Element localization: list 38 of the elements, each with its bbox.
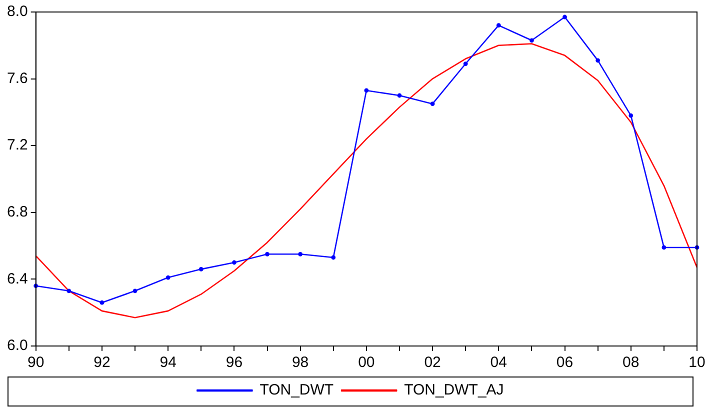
point <box>628 113 634 118</box>
point <box>198 266 204 272</box>
point <box>496 23 501 28</box>
x-tick-label: 94 <box>160 354 176 372</box>
point <box>430 102 435 106</box>
x-tick-label: 10 <box>688 354 706 372</box>
point <box>132 288 138 294</box>
point <box>298 252 303 256</box>
y-tick-label: 8.0 <box>6 3 28 20</box>
point <box>662 245 666 250</box>
y-tick-label: 6.4 <box>6 270 28 288</box>
x-tick-label: 96 <box>226 354 243 372</box>
legend-label: TON_DWT_AJ <box>404 382 504 399</box>
y-tick-label: 7.6 <box>6 70 28 87</box>
y-tick-label: 6.8 <box>6 204 28 221</box>
point <box>364 88 369 93</box>
point <box>463 62 468 66</box>
x-tick-label: 06 <box>556 354 574 372</box>
point <box>166 275 170 280</box>
x-tick-label: 02 <box>424 354 441 372</box>
point <box>265 252 270 256</box>
point <box>66 288 72 294</box>
point <box>562 14 567 20</box>
point <box>331 255 336 260</box>
legend-label: TON_DWT <box>260 382 334 399</box>
y-tick-label: 6.0 <box>6 337 28 354</box>
x-tick-label: 98 <box>292 354 309 372</box>
x-tick-label: 00 <box>358 354 375 372</box>
y-tick-label: 7.2 <box>6 136 28 154</box>
point <box>596 58 600 63</box>
point <box>530 38 534 43</box>
point <box>232 260 236 265</box>
x-tick-label: 04 <box>490 354 507 372</box>
point <box>100 300 104 305</box>
x-tick-label: 90 <box>28 354 44 372</box>
x-tick-label: 08 <box>622 354 640 372</box>
x-tick-label: 92 <box>94 354 110 372</box>
point <box>397 93 402 98</box>
